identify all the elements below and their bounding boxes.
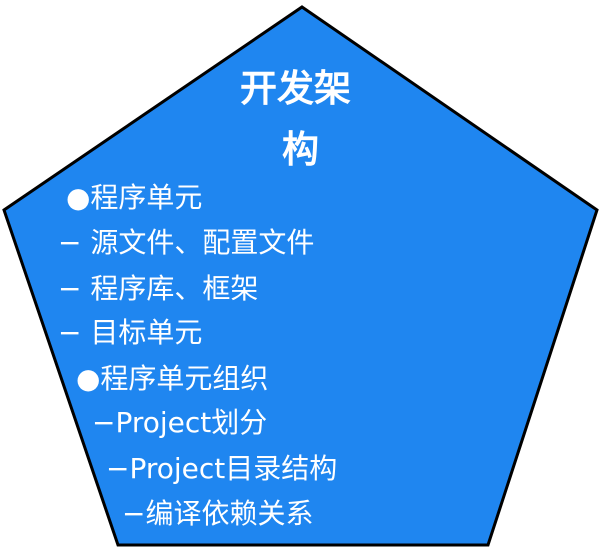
title-line-2: 构 — [282, 128, 319, 171]
list-item-target-unit: − 目标单元 — [58, 316, 203, 349]
list-item-project-division: −Project划分 — [92, 406, 268, 439]
title-line-1: 开发架 — [240, 67, 351, 110]
list-item-project-directory-structure: −Project目录结构 — [106, 452, 338, 485]
list-item-libraries-frameworks: − 程序库、框架 — [58, 272, 259, 305]
list-item-program-unit: ●程序单元 — [66, 181, 203, 214]
list-item-compile-dependencies: −编译依赖关系 — [122, 497, 314, 530]
list-item-source-config-files: − 源文件、配置文件 — [58, 226, 315, 259]
list-item-program-unit-organization: ●程序单元组织 — [76, 362, 269, 395]
pentagon-polygon — [2, 5, 599, 547]
